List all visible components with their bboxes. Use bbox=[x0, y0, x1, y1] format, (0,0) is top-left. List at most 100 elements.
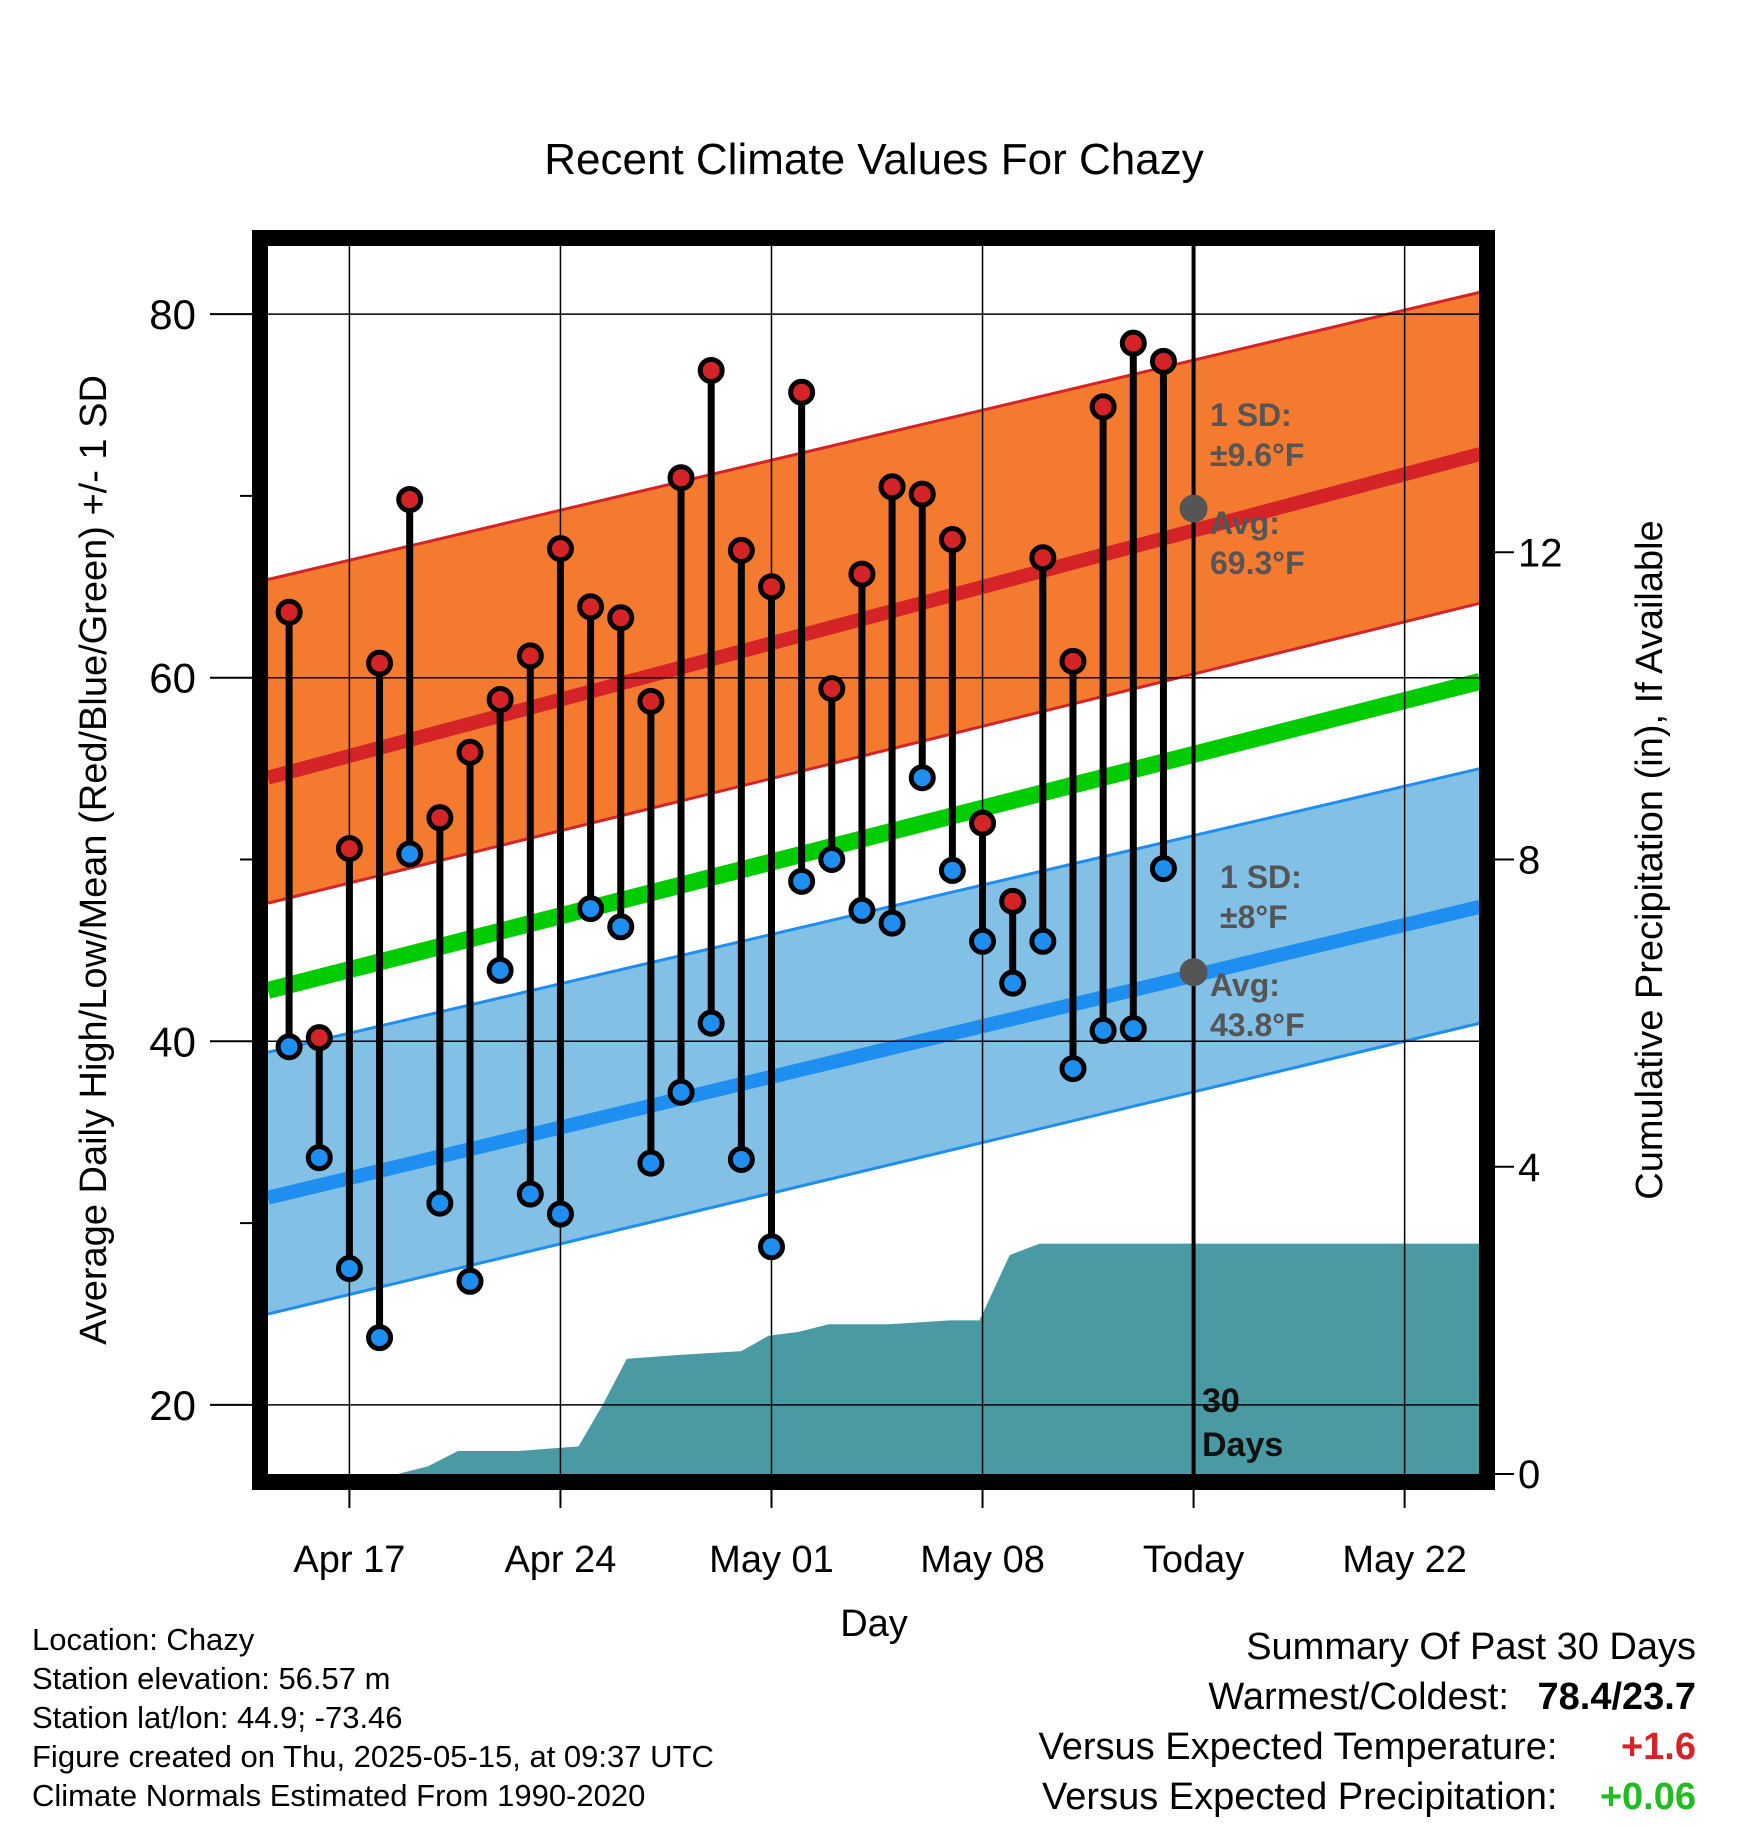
high-sd-band-upper-edge bbox=[267, 290, 1481, 581]
daily-high-point bbox=[305, 1024, 333, 1052]
plot-frame bbox=[252, 230, 1495, 1490]
daily-low-point bbox=[938, 856, 966, 884]
x-tick-label: May 22 bbox=[1342, 1539, 1467, 1581]
y-left-tick-label: 60 bbox=[149, 655, 196, 702]
daily-high-point bbox=[848, 560, 876, 588]
daily-low-point bbox=[908, 764, 936, 792]
daily-low-point bbox=[697, 1009, 725, 1037]
daily-high-point bbox=[637, 687, 665, 715]
low-avg-value: 43.8°F bbox=[1210, 1007, 1305, 1043]
daily-high-point bbox=[366, 649, 394, 677]
high-sd-value: ±9.6°F bbox=[1210, 437, 1304, 473]
y-left-tick-label: 40 bbox=[149, 1018, 196, 1065]
warm-cold-slash: / bbox=[1611, 1676, 1623, 1718]
summary-title: Summary Of Past 30 Days bbox=[1246, 1626, 1696, 1668]
y-right-tick-label: 4 bbox=[1518, 1146, 1540, 1190]
normals-text: Climate Normals Estimated From 1990-2020 bbox=[32, 1778, 646, 1813]
daily-high-point bbox=[697, 356, 725, 384]
low-avg-label: Avg: bbox=[1210, 967, 1280, 1003]
daily-low-point bbox=[999, 969, 1027, 997]
daily-low-point bbox=[1149, 855, 1177, 883]
daily-high-point bbox=[516, 642, 544, 670]
location-text: Location: Chazy bbox=[32, 1622, 255, 1657]
daily-high-point bbox=[1119, 329, 1147, 357]
daily-high-point bbox=[818, 675, 846, 703]
warm-cold-label: Warmest/Coldest: bbox=[1208, 1676, 1509, 1718]
daily-low-point bbox=[818, 846, 846, 873]
daily-low-point bbox=[667, 1078, 695, 1106]
daily-low-point bbox=[788, 867, 816, 895]
daily-low-point bbox=[727, 1145, 755, 1173]
precipitation-area bbox=[268, 1243, 1480, 1474]
daily-low-point bbox=[275, 1033, 303, 1061]
x-tick-label: Apr 17 bbox=[293, 1539, 405, 1581]
high-avg-value: 69.3°F bbox=[1210, 545, 1305, 581]
daily-low-point bbox=[878, 909, 906, 937]
warm-cold-row: Warmest/Coldest: 78.4/23.7 bbox=[1039, 1672, 1696, 1722]
daily-low-point bbox=[637, 1149, 665, 1177]
today-low-avg-marker bbox=[1179, 958, 1208, 987]
y-right-tick-label: 8 bbox=[1518, 839, 1540, 883]
daily-low-point bbox=[305, 1144, 333, 1172]
days-label: Days bbox=[1202, 1426, 1283, 1464]
daily-high-point bbox=[878, 473, 906, 501]
daily-low-point bbox=[396, 840, 424, 868]
daily-observations bbox=[275, 329, 1208, 1352]
temp-value: +1.6 bbox=[1620, 1726, 1696, 1768]
summary-panel: Summary Of Past 30 Days Warmest/Coldest:… bbox=[1039, 1622, 1696, 1822]
daily-low-point bbox=[1029, 927, 1057, 955]
low-sd-value: ±8°F bbox=[1220, 899, 1288, 935]
x-tick-label: May 01 bbox=[709, 1539, 834, 1581]
daily-high-point bbox=[486, 686, 514, 714]
daily-high-point bbox=[938, 526, 966, 554]
daily-high-point bbox=[788, 378, 816, 406]
low-sd-label: 1 SD: bbox=[1220, 859, 1302, 895]
high-avg-label: Avg: bbox=[1210, 505, 1280, 541]
daily-low-point bbox=[426, 1189, 454, 1217]
precip-label: Versus Expected Precipitation: bbox=[1042, 1776, 1558, 1818]
daily-low-point bbox=[486, 956, 514, 984]
daily-high-point bbox=[577, 593, 605, 621]
x-tick-label: Apr 24 bbox=[504, 1539, 616, 1581]
x-tick-label: May 08 bbox=[920, 1539, 1045, 1581]
temp-row: Versus Expected Temperature: +1.6 bbox=[1039, 1722, 1696, 1772]
annotations: 1 SD: ±9.6°F Avg: 69.3°F 1 SD: ±8°F Avg:… bbox=[1202, 397, 1305, 1464]
daily-high-point bbox=[1029, 544, 1057, 572]
y-axis-label-left: Average Daily High/Low/Mean (Red/Blue/Gr… bbox=[73, 375, 115, 1345]
y-left-tick-label: 80 bbox=[149, 291, 196, 338]
daily-low-point bbox=[366, 1324, 394, 1352]
axes: 20 40 60 80 0 4 8 12 Apr 17 Apr 24 May 01 May 08 Tod… bbox=[149, 291, 1562, 1581]
temp-label: Versus Expected Temperature: bbox=[1038, 1726, 1558, 1768]
x-axis-label: Day bbox=[840, 1603, 908, 1645]
daily-high-point bbox=[335, 835, 363, 863]
elevation-text: Station elevation: 56.57 m bbox=[32, 1661, 391, 1696]
y-axis-label-right: Cumulative Precipitation (in), If Availa… bbox=[1629, 520, 1671, 1199]
normal-high-line bbox=[266, 447, 1482, 785]
precip-value: +0.06 bbox=[1599, 1776, 1696, 1818]
daily-high-point bbox=[908, 480, 936, 508]
precip-row: Versus Expected Precipitation: +0.06 bbox=[1039, 1772, 1696, 1822]
daily-high-point bbox=[275, 598, 303, 626]
high-sd-band-fill bbox=[268, 292, 1480, 904]
cumulative-precip-area bbox=[268, 1243, 1480, 1474]
station-info: Location: Chazy Station elevation: 56.57… bbox=[32, 1620, 714, 1815]
daily-low-point bbox=[546, 1200, 574, 1228]
daily-high-point bbox=[456, 738, 484, 766]
daily-low-point bbox=[969, 927, 997, 955]
daily-low-point bbox=[848, 896, 876, 924]
daily-low-point bbox=[1059, 1055, 1087, 1083]
daily-low-point bbox=[1119, 1015, 1147, 1043]
daily-low-point bbox=[456, 1267, 484, 1295]
daily-high-point bbox=[546, 535, 574, 563]
daily-high-point bbox=[1089, 393, 1117, 421]
warmest-value: 78.4 bbox=[1537, 1676, 1612, 1718]
daily-high-point bbox=[607, 604, 635, 632]
latlon-text: Station lat/lon: 44.9; -73.46 bbox=[32, 1700, 403, 1735]
daily-high-point bbox=[396, 486, 424, 514]
coldest-value: 23.7 bbox=[1622, 1676, 1696, 1718]
y-left-tick-label: 20 bbox=[149, 1382, 196, 1429]
x-tick-label: Today bbox=[1143, 1539, 1244, 1581]
daily-low-point bbox=[757, 1233, 785, 1261]
created-text: Figure created on Thu, 2025-05-15, at 09… bbox=[32, 1739, 714, 1774]
